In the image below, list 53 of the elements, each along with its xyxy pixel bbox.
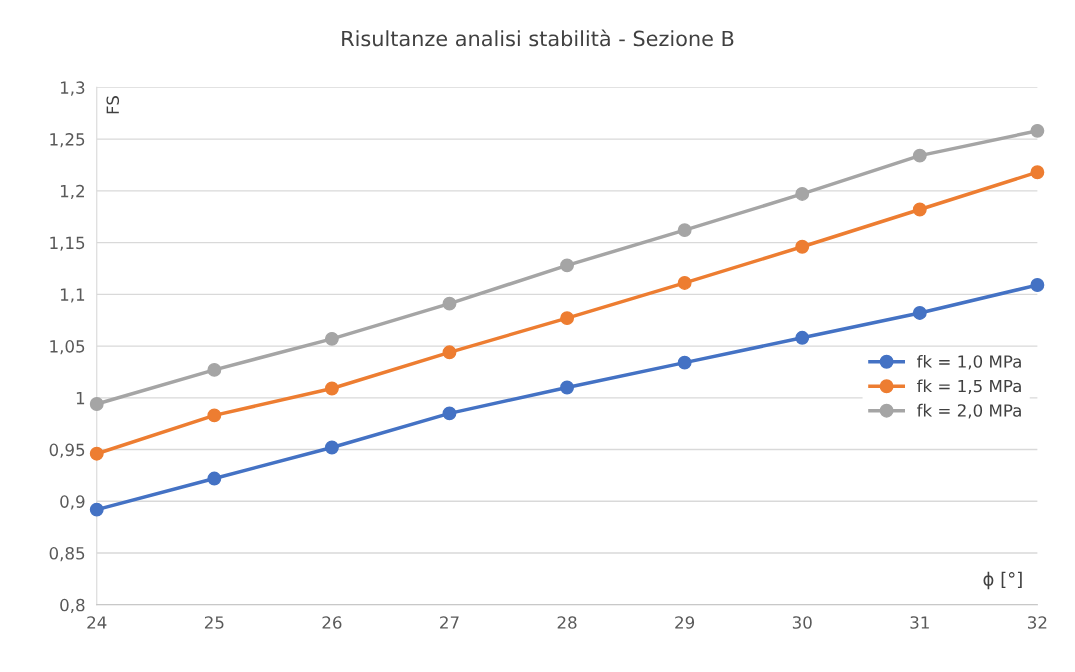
- point: [1030, 278, 1045, 292]
- y-tick-label: 1,3: [60, 81, 85, 96]
- x-tick-label: 29: [675, 616, 695, 629]
- y-tick-label: 0,9: [60, 495, 85, 510]
- y-tick-label: 0,85: [49, 547, 85, 562]
- point: [677, 223, 692, 238]
- point: [207, 471, 222, 486]
- point: [324, 440, 339, 455]
- legend-label: fk = 1,0 MPa: [916, 354, 1021, 370]
- y-tick-label: 1,2: [60, 184, 84, 200]
- y-tick-label: 1,25: [50, 133, 85, 148]
- legend-label: fk = 1,5 MPa: [916, 379, 1021, 395]
- point: [89, 446, 104, 461]
- y-tick-label: 0,8: [60, 598, 85, 614]
- point: [1030, 123, 1045, 138]
- point: [89, 502, 104, 517]
- point: [324, 331, 339, 346]
- x-tick-label: 24: [87, 616, 107, 629]
- point: [560, 258, 575, 273]
- point: [442, 345, 457, 360]
- legend-label: fk = 2,0 MPa: [916, 403, 1021, 419]
- y-tick-label: 1,15: [50, 236, 85, 251]
- point: [207, 362, 222, 377]
- point: [795, 187, 810, 201]
- point: [677, 276, 692, 290]
- chart-title: Risultanze analisi stabilità - Sezione B: [342, 29, 734, 47]
- point: [912, 306, 927, 320]
- y-axis-title: FS: [106, 96, 120, 114]
- point: [324, 381, 339, 396]
- x-tick-label: 30: [792, 616, 812, 629]
- y-tick-label: 1,1: [60, 288, 85, 303]
- x-tick-label: 32: [1028, 616, 1047, 629]
- x-tick-label: 31: [910, 616, 929, 629]
- x-tick-label: 27: [440, 616, 459, 629]
- point: [1030, 165, 1045, 180]
- point: [560, 380, 575, 395]
- point: [89, 397, 104, 411]
- y-tick-label: 0,95: [49, 443, 85, 458]
- point: [912, 202, 927, 217]
- y-tick-label: 1,05: [50, 340, 85, 355]
- x-tick-label: 25: [204, 616, 224, 629]
- x-tick-label: 28: [557, 616, 577, 629]
- point: [795, 239, 810, 254]
- x-axis-title: ϕ [°]: [983, 571, 1022, 590]
- point: [442, 296, 457, 311]
- point: [560, 311, 575, 326]
- point: [207, 408, 222, 423]
- y-tick-label: 1: [76, 392, 85, 405]
- point: [795, 330, 810, 345]
- point: [677, 355, 692, 370]
- x-tick-label: 26: [322, 616, 342, 629]
- point: [912, 148, 927, 163]
- point: [442, 406, 457, 421]
